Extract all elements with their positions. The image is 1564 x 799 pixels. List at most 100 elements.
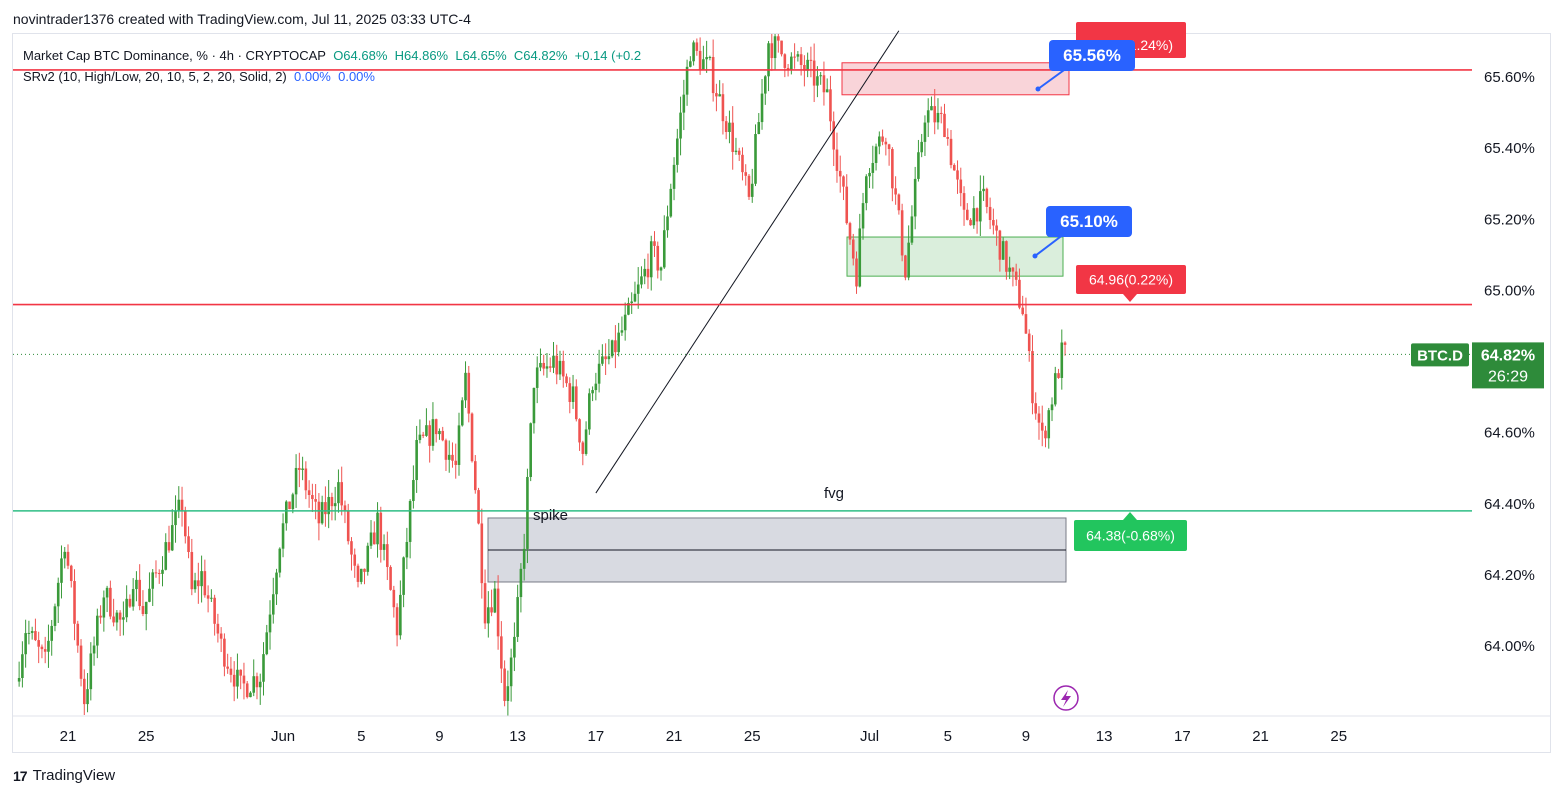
- x-tick-label: 25: [138, 728, 155, 745]
- legend-indicator-row: SRv2 (10, High/Low, 20, 10, 5, 2, 20, So…: [23, 66, 641, 87]
- candle-up: [591, 390, 594, 394]
- candle-down: [737, 150, 741, 155]
- candle-down: [1034, 403, 1038, 414]
- candle-down: [229, 668, 233, 675]
- candle-down: [219, 633, 223, 639]
- candle-up: [874, 146, 878, 163]
- legend-symbol[interactable]: Market Cap BTC Dominance, % · 4h · CRYPT…: [23, 48, 326, 63]
- candle-down: [363, 568, 366, 572]
- legend-indicator[interactable]: SRv2 (10, High/Low, 20, 10, 5, 2, 20, So…: [23, 69, 287, 84]
- footer-brand[interactable]: 17 TradingView: [13, 767, 115, 784]
- symbol-badge[interactable]: [1411, 343, 1469, 367]
- candle-down: [966, 209, 969, 220]
- candle-down: [69, 565, 73, 582]
- candle-down: [894, 188, 897, 195]
- x-tick-label: Jul: [860, 728, 879, 745]
- candle-down: [656, 245, 660, 271]
- candle-up: [265, 632, 269, 655]
- candle-up: [979, 191, 982, 222]
- callout-box[interactable]: [1049, 40, 1135, 71]
- candle-down: [1018, 279, 1021, 308]
- supply-zone[interactable]: [841, 62, 1070, 96]
- candle-down: [992, 220, 995, 226]
- candle-down: [451, 454, 454, 461]
- candle-down: [154, 572, 158, 574]
- candle-down: [575, 386, 578, 420]
- candle-down: [985, 188, 989, 207]
- x-tick-label: 9: [1022, 728, 1030, 745]
- last-price-text: 64.82%: [1481, 347, 1535, 364]
- legend-high: H64.86%: [394, 48, 449, 63]
- candle-down: [698, 50, 702, 70]
- candle-down: [141, 606, 145, 615]
- candle-up: [669, 188, 673, 217]
- x-tick-label: 5: [944, 728, 952, 745]
- candle-down: [653, 241, 656, 246]
- candle-down: [578, 419, 581, 443]
- candle-up: [692, 42, 695, 62]
- candle-down: [949, 138, 953, 166]
- candle-up: [271, 594, 275, 615]
- chart-legend: Market Cap BTC Dominance, % · 4h · CRYPT…: [23, 45, 641, 87]
- candle-down: [203, 571, 207, 596]
- candle-down: [542, 362, 546, 369]
- lightning-icon[interactable]: [1053, 685, 1079, 711]
- candle-down: [780, 40, 783, 55]
- candle-down: [1014, 271, 1018, 280]
- candle-down: [884, 141, 888, 145]
- candle-down: [242, 675, 246, 684]
- candle-up: [584, 429, 588, 454]
- candle-up: [610, 340, 614, 357]
- last-price-badge[interactable]: [1472, 342, 1544, 389]
- candle-up: [539, 362, 542, 368]
- tradingview-logo-icon: 17: [13, 767, 28, 784]
- candle-down: [40, 646, 44, 650]
- candle-down: [480, 523, 484, 584]
- candle-down: [490, 607, 493, 613]
- x-tick-label: 17: [1174, 728, 1191, 745]
- candle-up: [262, 654, 265, 682]
- resistance-label-box[interactable]: [1076, 265, 1186, 294]
- candle-down: [197, 580, 200, 587]
- candle-up: [754, 134, 757, 184]
- support-label-box[interactable]: [1074, 520, 1187, 551]
- candle-down: [99, 615, 102, 618]
- candle-down: [1021, 307, 1024, 315]
- candle-up: [102, 597, 106, 618]
- candle-down: [232, 674, 236, 687]
- candle-down: [1011, 267, 1015, 272]
- candle-up: [337, 482, 340, 504]
- candle-up: [679, 112, 682, 139]
- candle-up: [278, 548, 282, 573]
- candle-up: [268, 614, 272, 633]
- candle-down: [317, 501, 321, 524]
- candle-down: [711, 56, 715, 94]
- candle-up: [285, 501, 288, 524]
- candle-up: [174, 510, 177, 526]
- candle-down: [444, 440, 448, 460]
- candle-up: [864, 176, 868, 204]
- candle-down: [314, 499, 317, 502]
- resistance-label-text: 64.96(0.22%): [1089, 272, 1173, 288]
- candle-up: [750, 183, 754, 197]
- candle-down: [379, 512, 383, 550]
- callout-box[interactable]: [1046, 206, 1132, 237]
- candle-up: [1053, 373, 1057, 405]
- candle-up: [92, 645, 96, 654]
- candle-up: [281, 523, 285, 549]
- candle-down: [1031, 351, 1034, 404]
- trendline[interactable]: [595, 30, 900, 494]
- candle-up: [1060, 342, 1064, 378]
- candle-up: [412, 480, 415, 502]
- candle-up: [633, 293, 637, 302]
- legend-open: O64.68%: [333, 48, 388, 63]
- y-tick-label: 65.00%: [1484, 282, 1535, 299]
- candle-up: [594, 383, 598, 391]
- candle-up: [438, 430, 441, 435]
- candle-up: [519, 568, 523, 598]
- candle-up: [649, 241, 653, 278]
- candle-down: [715, 93, 718, 97]
- demand-zone[interactable]: [846, 236, 1064, 277]
- candle-up: [30, 631, 34, 633]
